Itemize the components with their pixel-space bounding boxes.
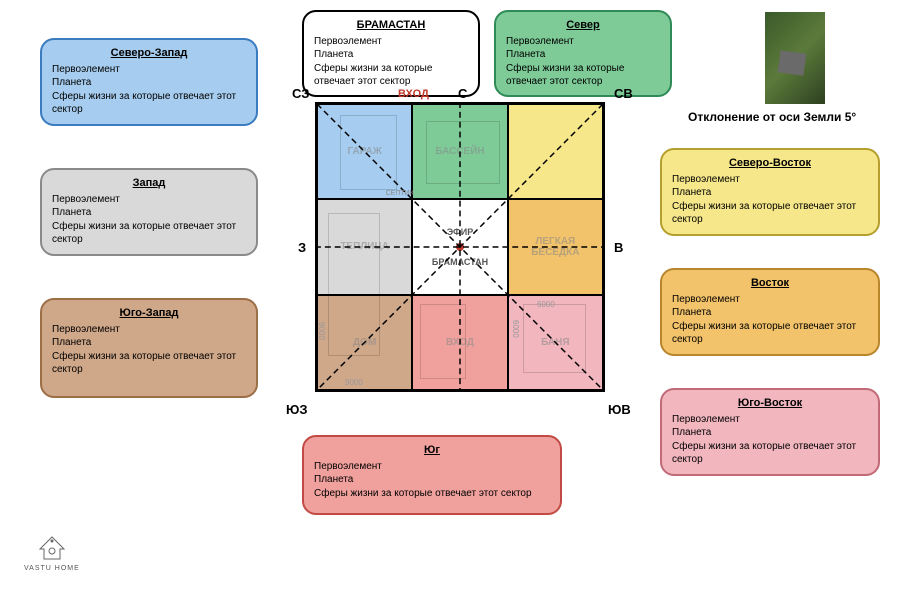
room-outline (420, 304, 466, 378)
dir-nw: СЗ (292, 86, 309, 101)
dir-sw: ЮЗ (286, 402, 308, 417)
card-line: Сферы жизни за которые отвечает этот сек… (506, 62, 660, 89)
card-title: Юго-Запад (52, 306, 246, 321)
logo-icon (36, 535, 68, 563)
card-line: Планета (672, 186, 868, 200)
room-outline (523, 304, 586, 373)
card-line: Первоэлемент (672, 293, 868, 307)
card-line: Планета (314, 473, 550, 487)
dir-e: В (614, 240, 623, 255)
card-southeast: Юго-Восток ПервоэлементПланетаСферы жизни… (660, 388, 880, 476)
dir-ne: СВ (614, 86, 633, 101)
card-title: Запад (52, 176, 246, 191)
card-title: БРАМАСТАН (314, 18, 468, 33)
card-line: Сферы жизни за которые отвечает этот сек… (52, 90, 246, 117)
card-west: Запад ПервоэлементПланетаСферы жизни за к… (40, 168, 258, 256)
card-line: Первоэлемент (52, 63, 246, 77)
card-title: Юго-Восток (672, 396, 868, 411)
card-line: Планета (52, 206, 246, 220)
card-title: Северо-Запад (52, 46, 246, 61)
card-line: Первоэлемент (506, 35, 660, 49)
dir-n: С (458, 86, 467, 101)
card-north: Север ПервоэлементПланетаСферы жизни за к… (494, 10, 672, 97)
card-east: Восток ПервоэлементПланетаСферы жизни за … (660, 268, 880, 356)
card-title: Северо-Восток (672, 156, 868, 171)
card-line: Планета (672, 306, 868, 320)
vastu-grid: БАНЯВХОДДОМЛЕГКАЯ БЕСЕДКАТЕПЛИЦАБАССЕЙНГ… (315, 102, 605, 392)
dir-se: ЮВ (608, 402, 631, 417)
card-title: Север (506, 18, 660, 33)
logo-text: VASTU HOME (24, 565, 80, 572)
card-southwest: Юго-Запад ПервоэлементПланетаСферы жизни … (40, 298, 258, 398)
card-line: Сферы жизни за которые отвечает этот сек… (672, 440, 868, 467)
card-line: Планета (52, 76, 246, 90)
entry-label: ВХОД (398, 88, 429, 100)
card-line: Планета (506, 48, 660, 62)
dim-bw: 6000 (537, 300, 555, 309)
deviation-label: Отклонение от оси Земли 5° (688, 110, 856, 124)
card-line: Сферы жизни за которые отвечает этот сек… (52, 350, 246, 377)
card-line: Планета (52, 336, 246, 350)
card-line: Первоэлемент (672, 413, 868, 427)
card-line: Планета (314, 48, 468, 62)
dim-h: 9000 (317, 322, 326, 340)
card-bramastan: БРАМАСТАН ПервоэлементПланетаСферы жизни … (302, 10, 480, 97)
card-line: Сферы жизни за которые отвечает этот сек… (314, 62, 468, 89)
grid-border: БАНЯВХОДДОМЛЕГКАЯ БЕСЕДКАТЕПЛИЦАБАССЕЙНГ… (315, 102, 605, 392)
room-outline (328, 213, 379, 356)
satellite-image (765, 12, 825, 104)
card-line: Планета (672, 426, 868, 440)
room-outline (340, 115, 397, 189)
card-line: Сферы жизни за которые отвечает этот сек… (672, 200, 868, 227)
card-line: Первоэлемент (314, 460, 550, 474)
dim-bh: 6000 (511, 320, 520, 338)
dir-w: З (298, 240, 306, 255)
card-title: Юг (314, 443, 550, 458)
room-outline (426, 121, 500, 184)
card-northwest: Северо-Запад ПервоэлементПланетаСферы жиз… (40, 38, 258, 126)
card-south: Юг ПервоэлементПланетаСферы жизни за кото… (302, 435, 562, 515)
dim-w: 9000 (345, 378, 363, 387)
card-line: Сферы жизни за которые отвечает этот сек… (314, 487, 550, 501)
card-line: Сферы жизни за которые отвечает этот сек… (52, 220, 246, 247)
card-title: Восток (672, 276, 868, 291)
card-line: Первоэлемент (672, 173, 868, 187)
card-line: Сферы жизни за которые отвечает этот сек… (672, 320, 868, 347)
card-line: Первоэлемент (52, 193, 246, 207)
logo: VASTU HOME (24, 535, 80, 572)
card-line: Первоэлемент (52, 323, 246, 337)
septic-label: СЕПТИК (386, 190, 414, 197)
card-northeast: Северо-Восток ПервоэлементПланетаСферы жи… (660, 148, 880, 236)
card-line: Первоэлемент (314, 35, 468, 49)
